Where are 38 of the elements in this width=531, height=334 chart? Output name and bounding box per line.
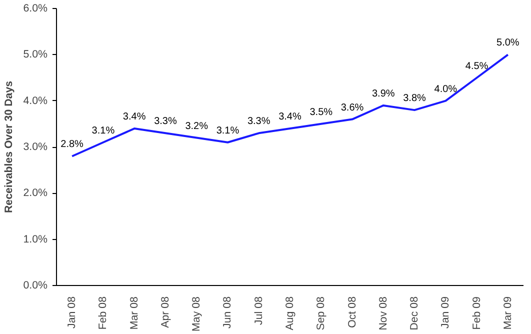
data-label: 3.1% [92,125,115,136]
x-tick-label: Aug 08 [284,296,296,330]
x-tick-label: Apr 08 [159,296,172,328]
x-tick-label: Sep 08 [315,296,328,330]
x-tick-label: Dec 08 [408,296,421,330]
data-label: 3.4% [278,112,302,123]
data-label: 3.3% [247,116,270,128]
x-tick-label: Jun 08 [222,296,234,328]
data-label: 2.8% [60,139,84,150]
x-tick-label: Feb 09 [470,296,483,330]
x-tick-label: Feb 08 [97,296,110,330]
data-label: 3.9% [372,88,395,100]
data-label: 4.0% [434,84,458,95]
data-label: 3.6% [340,102,364,114]
y-tick-label: 6.0% [23,2,48,14]
data-label: 5.0% [496,38,520,49]
x-tick-label: Nov 08 [377,296,390,330]
y-axis-title: Receivables Over 30 Days [3,80,16,214]
data-label: 3.1% [216,125,240,136]
x-tick-label: May 08 [190,296,203,332]
data-label: 3.5% [310,106,333,118]
data-label: 4.5% [465,60,488,72]
x-tick-label: Mar 09 [502,296,514,330]
y-tick-label: 1.0% [23,233,48,246]
data-label: 3.3% [154,116,177,128]
data-label: 3.4% [122,112,146,123]
x-tick-label: Jan 08 [66,296,78,328]
y-tick-label: 2.0% [23,187,48,200]
data-label: 3.8% [403,93,426,104]
y-tick-label: 4.0% [23,94,48,107]
x-tick-label: Oct 08 [346,296,358,328]
x-tick-label: Mar 08 [128,296,140,330]
y-tick-label: 5.0% [23,48,48,61]
x-tick-label: Jul 08 [252,296,265,325]
y-tick-label: 0.0% [23,280,48,292]
x-tick-label: Jan 09 [440,296,452,328]
y-tick-label: 3.0% [23,141,48,153]
data-label: 3.2% [185,120,208,132]
